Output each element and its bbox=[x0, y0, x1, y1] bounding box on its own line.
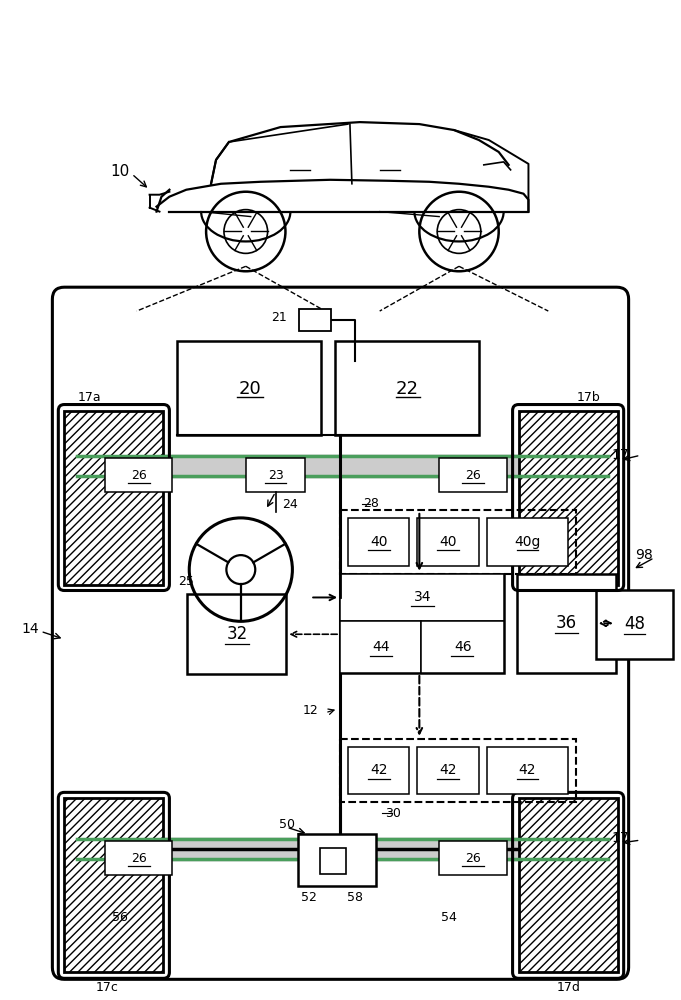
Text: 17c: 17c bbox=[95, 981, 118, 994]
Text: 14: 14 bbox=[22, 622, 39, 636]
Bar bbox=[187, 594, 287, 674]
Text: 20: 20 bbox=[238, 380, 261, 398]
Text: 40g: 40g bbox=[514, 535, 541, 549]
Bar bbox=[487, 518, 568, 566]
Text: 58: 58 bbox=[347, 891, 363, 904]
Bar bbox=[422, 621, 504, 673]
Bar bbox=[340, 574, 504, 621]
Bar bbox=[77, 838, 608, 860]
Bar bbox=[417, 518, 479, 566]
Bar bbox=[348, 747, 409, 794]
Bar bbox=[177, 341, 321, 435]
Bar bbox=[596, 589, 674, 659]
Bar bbox=[439, 458, 507, 492]
Text: 17b: 17b bbox=[577, 391, 601, 404]
Text: 17d: 17d bbox=[556, 981, 580, 994]
FancyBboxPatch shape bbox=[52, 287, 629, 979]
Text: 17a: 17a bbox=[77, 391, 101, 404]
Bar bbox=[246, 458, 305, 492]
Text: 40: 40 bbox=[439, 535, 457, 549]
Bar bbox=[64, 798, 163, 972]
Text: 17: 17 bbox=[612, 831, 629, 845]
Text: 23: 23 bbox=[268, 469, 283, 482]
Text: 44: 44 bbox=[372, 640, 390, 654]
Bar bbox=[298, 834, 376, 886]
Text: 30: 30 bbox=[385, 807, 400, 820]
Bar bbox=[340, 574, 504, 673]
Bar bbox=[77, 455, 608, 477]
Text: 26: 26 bbox=[465, 469, 481, 482]
Text: 24: 24 bbox=[283, 498, 298, 511]
Text: 46: 46 bbox=[454, 640, 472, 654]
Bar bbox=[340, 621, 422, 673]
Text: 26: 26 bbox=[131, 852, 146, 864]
Text: 21: 21 bbox=[270, 311, 287, 324]
Text: 26: 26 bbox=[465, 852, 481, 864]
Text: 26: 26 bbox=[131, 469, 146, 482]
Bar bbox=[340, 739, 576, 802]
Bar bbox=[300, 309, 331, 331]
Text: 34: 34 bbox=[413, 590, 431, 604]
Bar bbox=[439, 841, 507, 875]
Bar bbox=[64, 410, 163, 585]
Text: 52: 52 bbox=[301, 891, 317, 904]
Bar bbox=[335, 341, 479, 435]
Text: 40: 40 bbox=[370, 535, 387, 549]
Bar bbox=[518, 410, 618, 585]
Bar bbox=[105, 841, 172, 875]
Bar bbox=[417, 747, 479, 794]
Bar bbox=[105, 458, 172, 492]
Bar bbox=[517, 574, 616, 673]
Text: 28: 28 bbox=[363, 497, 379, 510]
Bar bbox=[518, 798, 618, 972]
Bar bbox=[320, 848, 346, 874]
Text: 56: 56 bbox=[112, 911, 128, 924]
Text: 42: 42 bbox=[439, 763, 457, 777]
Text: 50: 50 bbox=[279, 818, 294, 831]
Text: 22: 22 bbox=[396, 380, 419, 398]
Text: 32: 32 bbox=[226, 625, 247, 643]
Text: 12: 12 bbox=[302, 704, 318, 717]
Text: 17: 17 bbox=[612, 448, 629, 462]
Text: 25: 25 bbox=[178, 575, 194, 588]
Text: 98: 98 bbox=[635, 548, 653, 562]
Text: 48: 48 bbox=[624, 615, 645, 633]
Text: 42: 42 bbox=[519, 763, 536, 777]
Text: 54: 54 bbox=[441, 911, 457, 924]
Bar bbox=[340, 510, 576, 574]
Text: 36: 36 bbox=[556, 614, 577, 632]
Bar bbox=[487, 747, 568, 794]
Text: 42: 42 bbox=[370, 763, 387, 777]
Bar bbox=[348, 518, 409, 566]
Text: 10: 10 bbox=[110, 164, 129, 179]
